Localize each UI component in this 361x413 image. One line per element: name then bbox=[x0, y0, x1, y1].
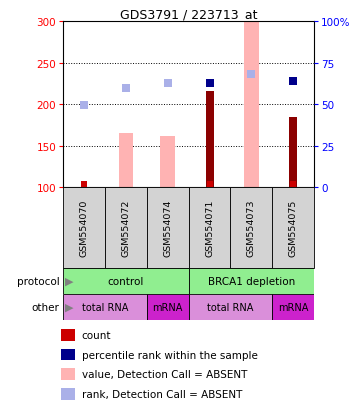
Bar bbox=[63, 268, 188, 294]
Text: mRNA: mRNA bbox=[278, 302, 308, 312]
Text: total RNA: total RNA bbox=[82, 302, 128, 312]
Text: GSM554073: GSM554073 bbox=[247, 199, 256, 256]
Text: total RNA: total RNA bbox=[207, 302, 254, 312]
Bar bbox=[188, 268, 314, 294]
Bar bbox=[147, 294, 188, 320]
Text: other: other bbox=[32, 302, 60, 312]
Text: ▶: ▶ bbox=[65, 276, 74, 286]
Bar bbox=[205, 92, 214, 188]
Text: ▶: ▶ bbox=[65, 302, 74, 312]
Title: GDS3791 / 223713_at: GDS3791 / 223713_at bbox=[120, 8, 257, 21]
Text: rank, Detection Call = ABSENT: rank, Detection Call = ABSENT bbox=[82, 389, 242, 399]
Bar bbox=[147, 188, 188, 268]
Bar bbox=[244, 22, 259, 188]
Bar bbox=[230, 188, 272, 268]
Text: GSM554072: GSM554072 bbox=[121, 199, 130, 256]
Bar bbox=[105, 188, 147, 268]
Text: GSM554071: GSM554071 bbox=[205, 199, 214, 256]
Bar bbox=[160, 136, 175, 188]
Text: count: count bbox=[82, 330, 111, 340]
Bar bbox=[63, 294, 147, 320]
Text: GSM554074: GSM554074 bbox=[163, 199, 172, 256]
Bar bbox=[188, 294, 272, 320]
Text: GSM554075: GSM554075 bbox=[289, 199, 298, 256]
Bar bbox=[272, 294, 314, 320]
Bar bbox=[61, 388, 75, 399]
Text: control: control bbox=[108, 276, 144, 286]
Text: percentile rank within the sample: percentile rank within the sample bbox=[82, 350, 258, 360]
Text: mRNA: mRNA bbox=[153, 302, 183, 312]
Bar bbox=[61, 330, 75, 341]
Bar bbox=[188, 188, 230, 268]
Bar bbox=[61, 368, 75, 380]
Text: GSM554070: GSM554070 bbox=[79, 199, 88, 256]
Bar bbox=[61, 349, 75, 361]
Text: value, Detection Call = ABSENT: value, Detection Call = ABSENT bbox=[82, 369, 247, 379]
Bar bbox=[272, 188, 314, 268]
Bar bbox=[118, 134, 133, 188]
Text: protocol: protocol bbox=[17, 276, 60, 286]
Bar bbox=[289, 117, 297, 188]
Bar bbox=[63, 188, 105, 268]
Text: BRCA1 depletion: BRCA1 depletion bbox=[208, 276, 295, 286]
